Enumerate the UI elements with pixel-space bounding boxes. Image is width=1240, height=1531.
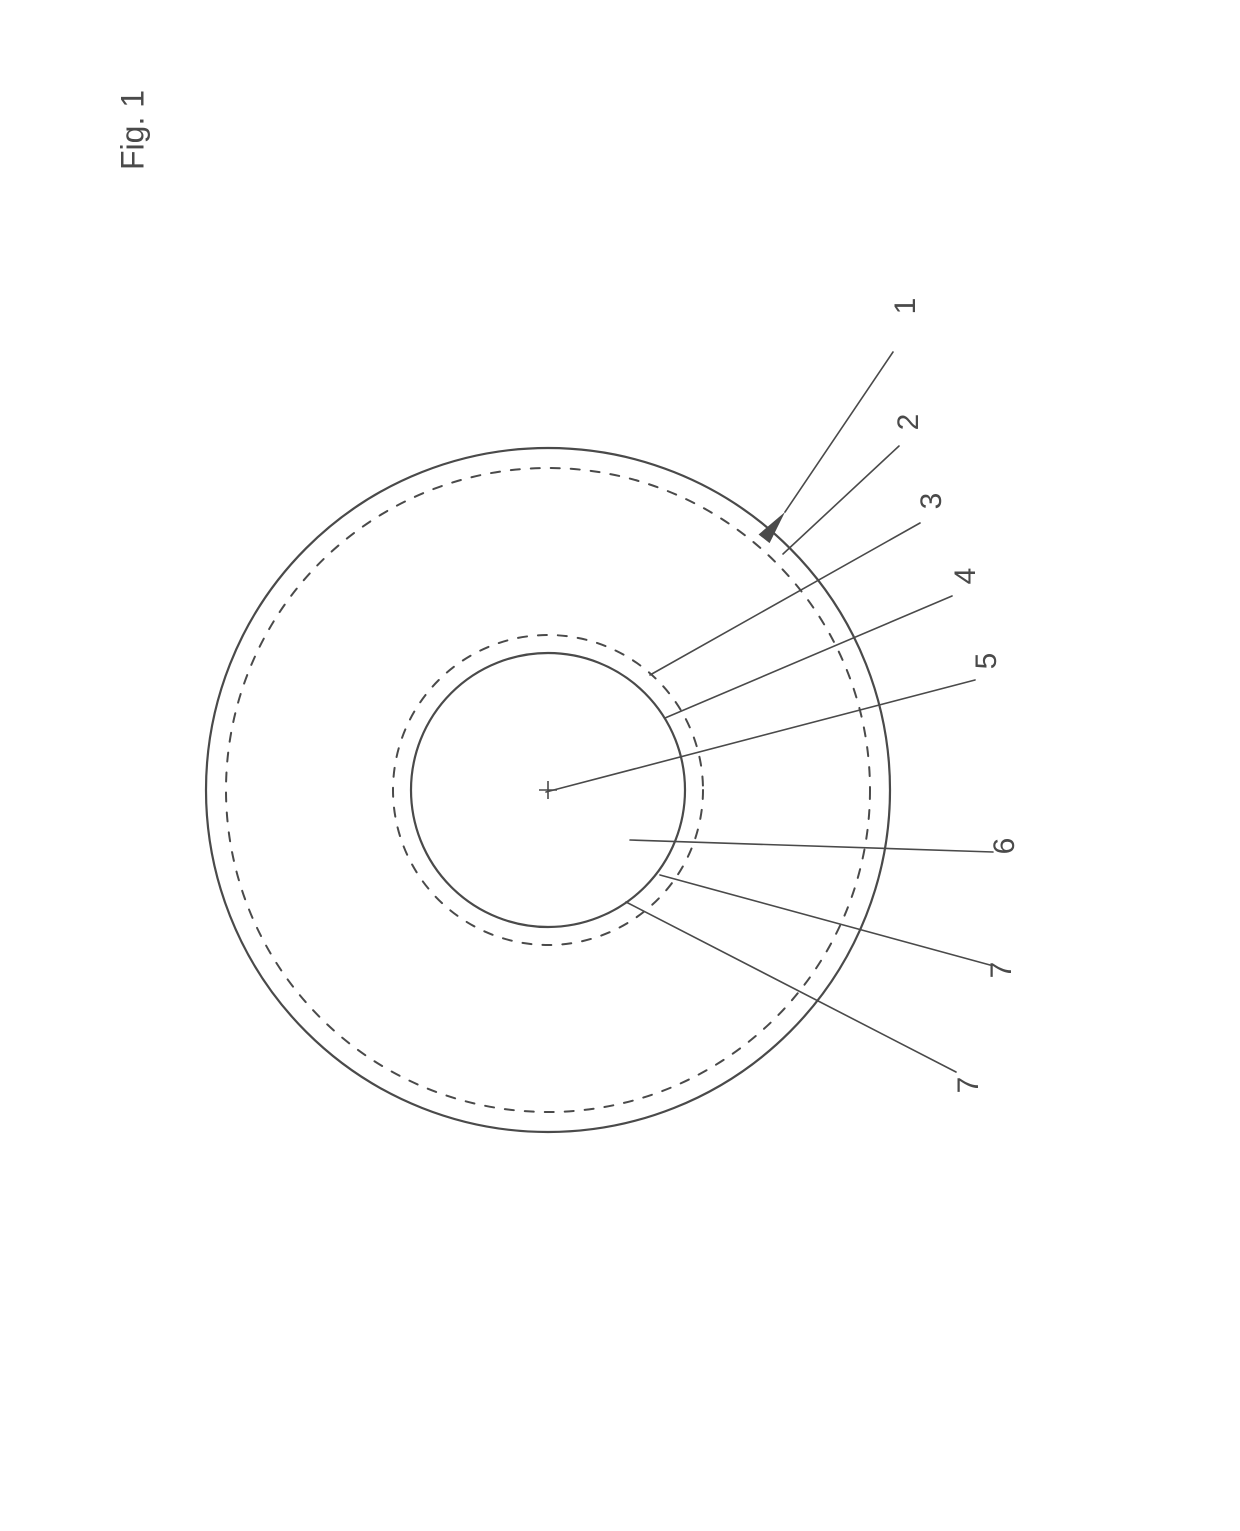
leader-7b xyxy=(626,902,956,1072)
callout-label-7a: 7 xyxy=(985,962,1018,979)
leader-3 xyxy=(650,523,920,675)
callout-label-2: 2 xyxy=(892,414,925,431)
leader-5 xyxy=(546,680,975,792)
leader-4 xyxy=(665,596,952,718)
callout-label-5: 5 xyxy=(970,653,1003,670)
leader-1 xyxy=(785,352,893,512)
callout-label-1: 1 xyxy=(889,298,922,315)
figure-canvas: Fig. 1 1 2 3 4 5 6 7 7 xyxy=(0,0,1240,1531)
leader-6 xyxy=(630,840,993,852)
figure-label: Fig. 1 xyxy=(114,90,150,170)
leader-7a xyxy=(660,875,990,965)
callout-label-7b: 7 xyxy=(952,1077,985,1094)
callout-label-3: 3 xyxy=(915,493,948,510)
callout-label-4: 4 xyxy=(949,568,982,585)
callout-label-6: 6 xyxy=(988,838,1021,855)
leader-2 xyxy=(783,446,899,554)
